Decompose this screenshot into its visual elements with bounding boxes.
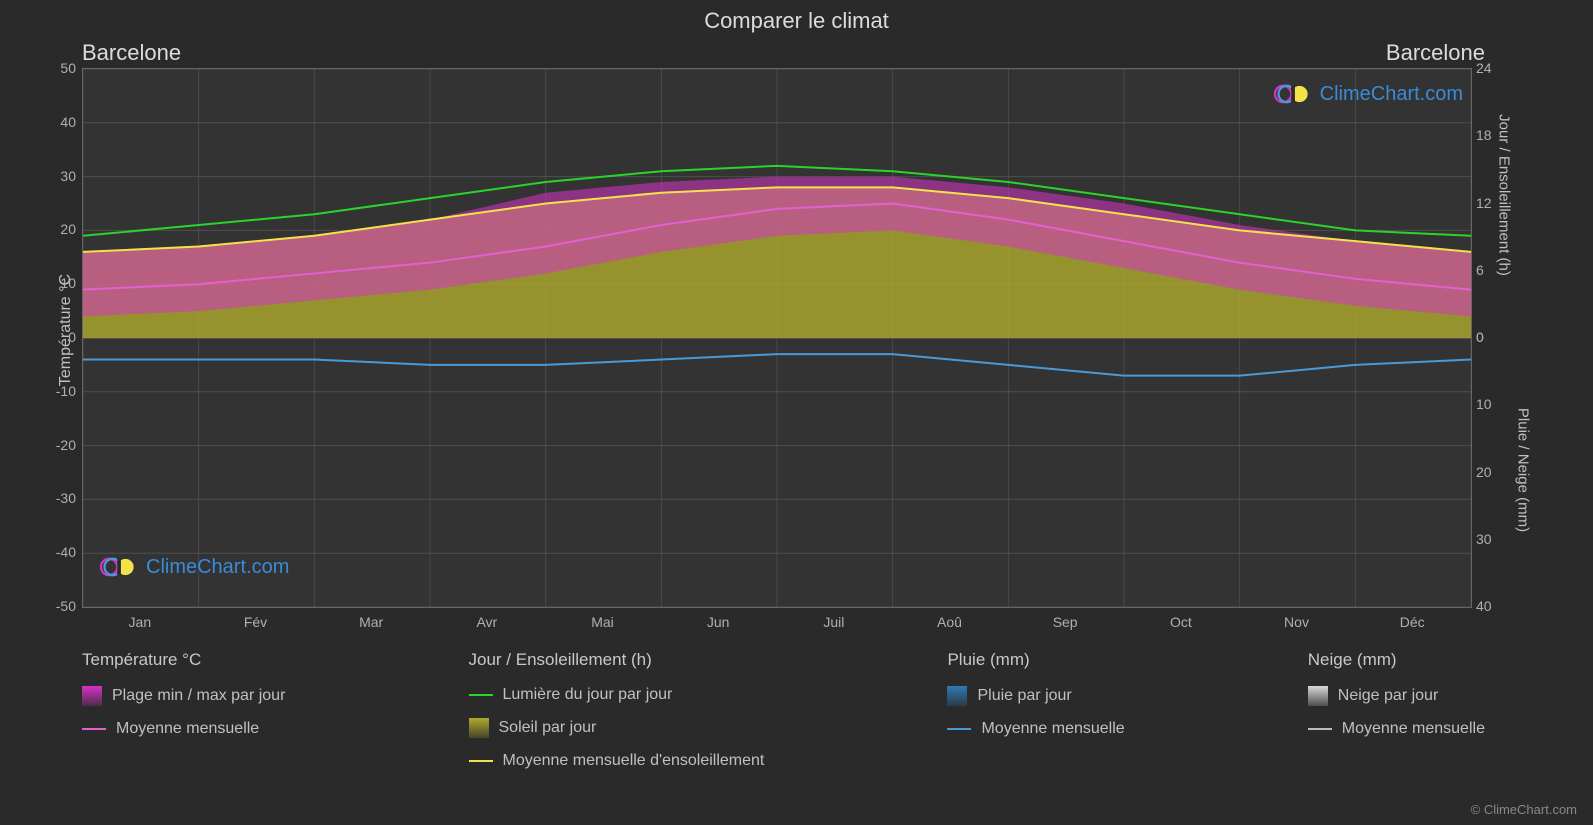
plot-area (82, 68, 1472, 608)
swatch-icon (82, 686, 102, 706)
y-tick-left: 50 (36, 60, 76, 76)
y-tick-right-bottom: 40 (1476, 598, 1516, 614)
legend-label: Lumière du jour par jour (503, 686, 673, 704)
y-tick-left: -10 (36, 383, 76, 399)
legend-item: Lumière du jour par jour (469, 686, 765, 704)
x-tick-month: Mai (573, 614, 633, 630)
swatch-icon (469, 694, 493, 696)
y-axis-label-right-bottom: Pluie / Neige (mm) (1514, 408, 1531, 532)
y-tick-left: 10 (36, 275, 76, 291)
legend-label: Moyenne mensuelle d'ensoleillement (503, 752, 765, 770)
legend-header: Température °C (82, 650, 285, 670)
legend-item: Plage min / max par jour (82, 686, 285, 706)
swatch-icon (947, 728, 971, 730)
legend-item: Pluie par jour (947, 686, 1124, 706)
brand-text: ClimeChart.com (146, 556, 289, 579)
x-tick-month: Mar (341, 614, 401, 630)
swatch-icon (82, 728, 106, 730)
legend-label: Moyenne mensuelle (116, 720, 259, 738)
brand-icon (100, 555, 140, 579)
y-tick-left: 30 (36, 168, 76, 184)
x-tick-month: Aoû (920, 614, 980, 630)
legend-item: Moyenne mensuelle d'ensoleillement (469, 752, 765, 770)
y-tick-right-top: 24 (1476, 60, 1516, 76)
legend-col-snow: Neige (mm) Neige par jour Moyenne mensue… (1308, 650, 1485, 770)
x-tick-month: Nov (1267, 614, 1327, 630)
legend-label: Moyenne mensuelle (1342, 720, 1485, 738)
legend-header: Pluie (mm) (947, 650, 1124, 670)
chart-title: Comparer le climat (0, 8, 1593, 34)
x-tick-month: Juil (804, 614, 864, 630)
y-tick-right-bottom: 30 (1476, 531, 1516, 547)
x-tick-month: Sep (1035, 614, 1095, 630)
y-tick-left: 0 (36, 329, 76, 345)
city-label-right: Barcelone (1386, 40, 1485, 66)
y-tick-right-top: 12 (1476, 195, 1516, 211)
y-tick-right-bottom: 10 (1476, 396, 1516, 412)
legend: Température °C Plage min / max par jour … (82, 650, 1485, 770)
legend-col-temperature: Température °C Plage min / max par jour … (82, 650, 285, 770)
swatch-icon (1308, 728, 1332, 730)
swatch-icon (1308, 686, 1328, 706)
x-tick-month: Avr (457, 614, 517, 630)
legend-label: Pluie par jour (977, 687, 1071, 705)
x-tick-month: Déc (1382, 614, 1442, 630)
legend-item: Moyenne mensuelle (1308, 720, 1485, 738)
swatch-icon (469, 760, 493, 762)
x-tick-month: Fév (226, 614, 286, 630)
y-tick-right-top: 18 (1476, 127, 1516, 143)
legend-col-day-sun: Jour / Ensoleillement (h) Lumière du jou… (469, 650, 765, 770)
swatch-icon (469, 718, 489, 738)
x-tick-month: Jan (110, 614, 170, 630)
x-tick-month: Oct (1151, 614, 1211, 630)
y-tick-right-top: 6 (1476, 262, 1516, 278)
legend-item: Moyenne mensuelle (947, 720, 1124, 738)
x-tick-month: Jun (688, 614, 748, 630)
y-tick-right-bottom: 20 (1476, 464, 1516, 480)
legend-label: Plage min / max par jour (112, 687, 285, 705)
y-tick-left: 20 (36, 221, 76, 237)
legend-label: Moyenne mensuelle (981, 720, 1124, 738)
legend-label: Neige par jour (1338, 687, 1439, 705)
chart-container: Comparer le climat Barcelone Barcelone T… (0, 0, 1593, 825)
y-tick-left: -50 (36, 598, 76, 614)
brand-text: ClimeChart.com (1320, 83, 1463, 106)
y-tick-left: 40 (36, 114, 76, 130)
y-tick-left: -30 (36, 490, 76, 506)
y-tick-left: -20 (36, 437, 76, 453)
legend-header: Neige (mm) (1308, 650, 1485, 670)
brand-logo-top: ClimeChart.com (1274, 82, 1463, 106)
y-tick-right-bottom: 0 (1476, 329, 1516, 345)
legend-item: Neige par jour (1308, 686, 1485, 706)
brand-logo-bottom: ClimeChart.com (100, 555, 289, 579)
legend-item: Moyenne mensuelle (82, 720, 285, 738)
legend-item: Soleil par jour (469, 718, 765, 738)
legend-col-rain: Pluie (mm) Pluie par jour Moyenne mensue… (947, 650, 1124, 770)
city-label-left: Barcelone (82, 40, 181, 66)
brand-icon (1274, 82, 1314, 106)
legend-header: Jour / Ensoleillement (h) (469, 650, 765, 670)
plot-svg (83, 69, 1471, 607)
y-tick-left: -40 (36, 544, 76, 560)
legend-label: Soleil par jour (499, 719, 597, 737)
credit-text: © ClimeChart.com (1471, 802, 1577, 817)
swatch-icon (947, 686, 967, 706)
